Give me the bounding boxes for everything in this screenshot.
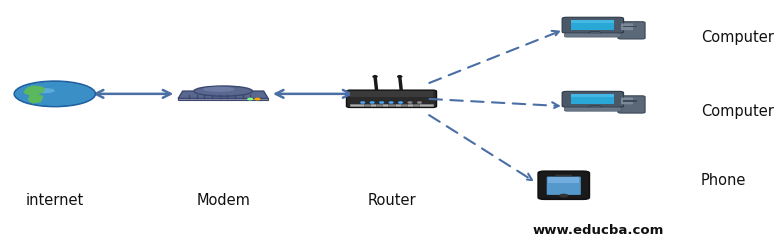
- Circle shape: [373, 76, 377, 77]
- Circle shape: [361, 102, 365, 103]
- FancyBboxPatch shape: [413, 104, 420, 106]
- FancyBboxPatch shape: [351, 91, 433, 97]
- Ellipse shape: [34, 88, 55, 93]
- FancyBboxPatch shape: [565, 107, 621, 111]
- FancyBboxPatch shape: [572, 94, 615, 104]
- Circle shape: [398, 76, 402, 77]
- Circle shape: [389, 102, 393, 103]
- Polygon shape: [28, 95, 42, 103]
- FancyBboxPatch shape: [562, 17, 623, 33]
- FancyBboxPatch shape: [572, 20, 615, 30]
- Circle shape: [417, 102, 421, 103]
- Polygon shape: [24, 86, 45, 95]
- Text: Phone: Phone: [701, 173, 746, 188]
- FancyBboxPatch shape: [179, 98, 268, 100]
- FancyBboxPatch shape: [351, 104, 433, 106]
- Ellipse shape: [203, 87, 234, 92]
- Text: Modem: Modem: [197, 193, 250, 208]
- Circle shape: [408, 102, 412, 103]
- Polygon shape: [588, 106, 603, 108]
- Circle shape: [248, 98, 252, 100]
- FancyBboxPatch shape: [622, 100, 637, 102]
- Text: Computer: Computer: [701, 30, 774, 44]
- FancyBboxPatch shape: [618, 96, 645, 113]
- FancyBboxPatch shape: [363, 104, 370, 106]
- Ellipse shape: [194, 86, 252, 96]
- FancyBboxPatch shape: [347, 90, 437, 107]
- Text: internet: internet: [26, 193, 84, 208]
- FancyBboxPatch shape: [622, 26, 637, 27]
- Text: www.educba.com: www.educba.com: [532, 224, 664, 237]
- Circle shape: [370, 102, 374, 103]
- FancyBboxPatch shape: [538, 171, 590, 199]
- Polygon shape: [179, 91, 268, 99]
- Circle shape: [560, 194, 568, 197]
- Text: Router: Router: [367, 193, 416, 208]
- FancyBboxPatch shape: [618, 22, 645, 39]
- FancyBboxPatch shape: [562, 91, 623, 107]
- FancyBboxPatch shape: [555, 175, 572, 176]
- FancyBboxPatch shape: [376, 104, 382, 106]
- Polygon shape: [588, 32, 603, 34]
- FancyBboxPatch shape: [572, 21, 615, 23]
- Circle shape: [255, 98, 260, 100]
- FancyBboxPatch shape: [565, 33, 621, 37]
- Circle shape: [14, 81, 96, 107]
- FancyBboxPatch shape: [547, 177, 581, 195]
- Ellipse shape: [22, 103, 88, 107]
- Circle shape: [380, 102, 384, 103]
- Circle shape: [399, 102, 402, 103]
- FancyBboxPatch shape: [388, 104, 395, 106]
- FancyBboxPatch shape: [621, 98, 633, 104]
- FancyBboxPatch shape: [548, 177, 579, 183]
- Text: Computer: Computer: [701, 104, 774, 119]
- FancyBboxPatch shape: [401, 104, 407, 106]
- FancyBboxPatch shape: [572, 95, 615, 97]
- FancyBboxPatch shape: [621, 23, 633, 30]
